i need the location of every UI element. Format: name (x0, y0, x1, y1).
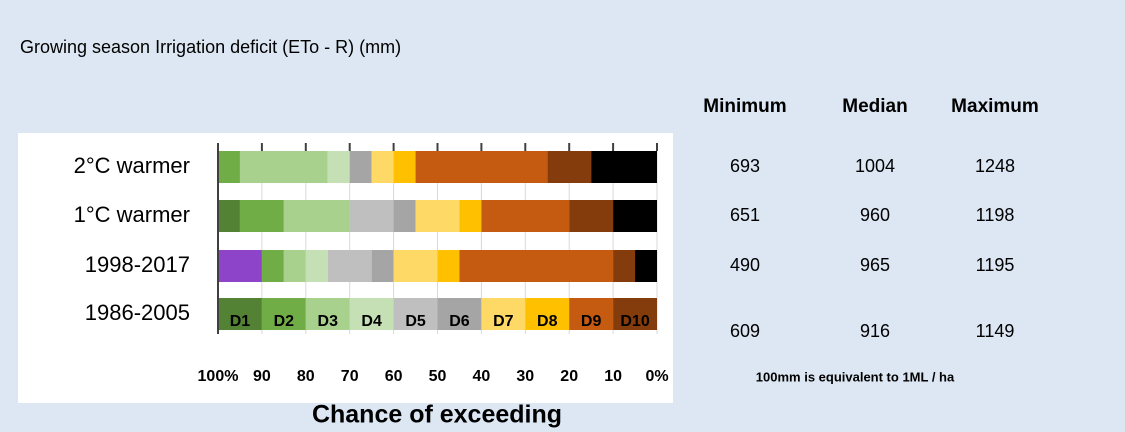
table-cell: 1149 (976, 321, 1015, 341)
bar-segment (569, 200, 614, 232)
title: Growing season Irrigation deficit (ETo -… (20, 37, 401, 57)
bar-segment (371, 250, 394, 282)
bar-segment (218, 200, 240, 232)
x-tick-label: 10 (604, 368, 622, 385)
bar-segment (481, 298, 526, 330)
table-header: Maximum (951, 96, 1039, 117)
segment-label: D6 (449, 313, 470, 330)
bar-segment (437, 298, 482, 330)
x-tick-label: 90 (253, 368, 271, 385)
bar-segment (393, 298, 438, 330)
x-axis-title: Chance of exceeding (312, 401, 562, 429)
bar-segment (393, 151, 416, 183)
x-tick-label: 100% (198, 368, 239, 385)
bar-segment (459, 250, 614, 282)
segment-label: D1 (230, 313, 251, 330)
segment-label: D8 (537, 313, 558, 330)
x-tick-label: 80 (297, 368, 315, 385)
bar-segment (459, 200, 482, 232)
bar-segment (613, 200, 657, 232)
table-note: 100mm is equivalent to 1ML / ha (756, 369, 955, 384)
bar-segment (349, 151, 372, 183)
bar-segment (393, 200, 416, 232)
segment-label: D9 (581, 313, 602, 330)
y-tick-label: 1998-2017 (85, 252, 190, 277)
bar-segment (305, 298, 350, 330)
bar-segment (261, 250, 284, 282)
table-cell: 960 (860, 205, 890, 225)
x-tick-label: 70 (341, 368, 359, 385)
segment-label: D4 (361, 313, 382, 330)
table-header: Minimum (703, 96, 786, 117)
bar-segment (525, 298, 570, 330)
bar-segment (591, 151, 657, 183)
bar-segment (261, 298, 306, 330)
segment-label: D2 (274, 313, 295, 330)
table-cell: 693 (730, 156, 760, 176)
bar-segment (415, 200, 460, 232)
bar-segment (239, 151, 328, 183)
bar-segment (635, 250, 657, 282)
table-cell: 490 (730, 255, 760, 275)
y-tick-label: 1°C warmer (74, 202, 190, 227)
bar-segment (349, 298, 394, 330)
bar-segment (569, 298, 614, 330)
bar-segment (415, 151, 548, 183)
segment-label: D5 (405, 313, 426, 330)
bar-segment (327, 151, 350, 183)
x-tick-label: 40 (473, 368, 491, 385)
bar-segment (327, 250, 372, 282)
table-cell: 916 (860, 321, 890, 341)
bar-segment (218, 250, 262, 282)
bar-segment (283, 200, 350, 232)
bar-segment (393, 250, 438, 282)
table-cell: 1004 (855, 156, 895, 176)
bar-segment (218, 151, 240, 183)
x-tick-label: 60 (385, 368, 403, 385)
bar-segment (613, 298, 657, 330)
table-cell: 965 (860, 255, 890, 275)
bar-segment (613, 250, 636, 282)
bar-segment (437, 250, 460, 282)
bar-segment (239, 200, 284, 232)
y-tick-label: 2°C warmer (74, 153, 190, 178)
bar-segment (481, 200, 570, 232)
segment-label: D3 (318, 313, 339, 330)
x-tick-label: 30 (516, 368, 534, 385)
x-tick-label: 20 (560, 368, 578, 385)
x-tick-label: 0% (645, 368, 668, 385)
bar-segment (218, 298, 262, 330)
bar-segment (547, 151, 592, 183)
table-cell: 1198 (976, 205, 1015, 225)
table-cell: 1248 (975, 156, 1015, 176)
table-cell: 1195 (976, 255, 1015, 275)
table-header: Median (842, 96, 907, 117)
bar-segment (349, 200, 394, 232)
table-cell: 609 (730, 321, 760, 341)
y-tick-label: 1986-2005 (85, 300, 190, 325)
segment-label: D7 (493, 313, 514, 330)
bar-segment (283, 250, 306, 282)
bar-segment (371, 151, 394, 183)
bar-segment (305, 250, 328, 282)
table-cell: 651 (730, 205, 760, 225)
x-tick-label: 50 (429, 368, 447, 385)
segment-label: D10 (620, 313, 649, 330)
